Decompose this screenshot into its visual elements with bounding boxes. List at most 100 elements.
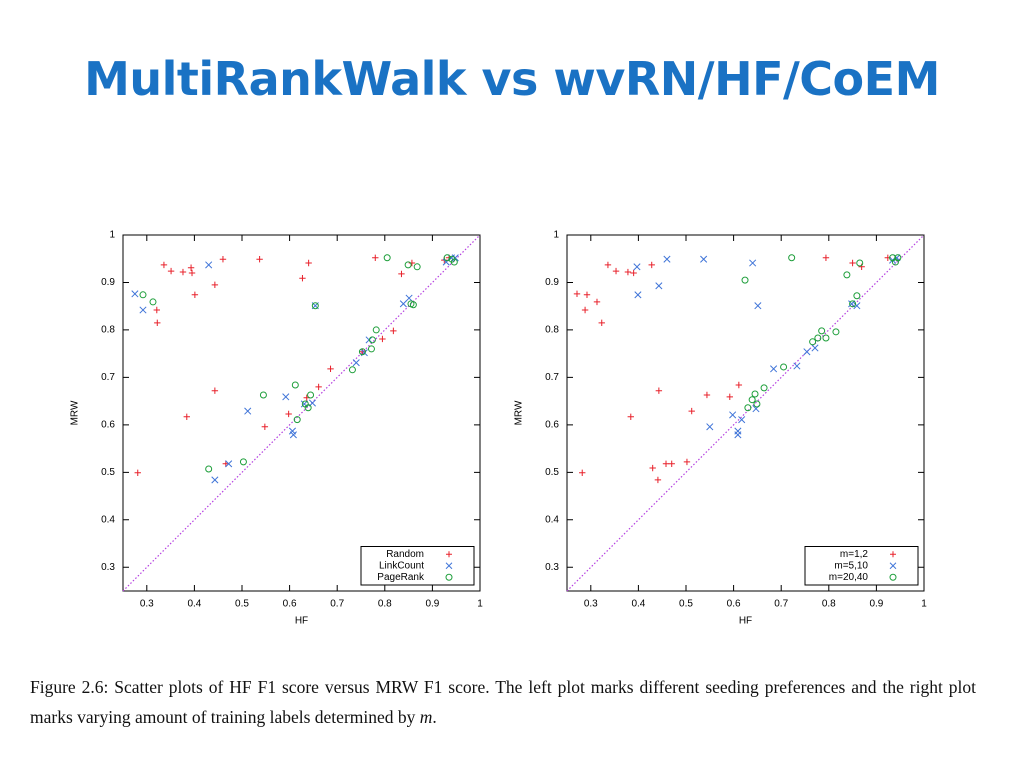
legend-marker — [445, 562, 453, 570]
point — [738, 416, 746, 424]
point — [348, 366, 356, 374]
point — [688, 407, 695, 415]
point — [668, 460, 675, 467]
point — [299, 274, 306, 282]
point — [304, 404, 312, 412]
point — [683, 458, 691, 466]
point — [239, 458, 247, 466]
y-tick-label: 0.4 — [545, 514, 559, 525]
point — [809, 338, 817, 346]
y-tick-label: 0.4 — [101, 514, 115, 525]
point — [261, 423, 269, 430]
point — [442, 258, 450, 266]
x-tick-label: 0.5 — [679, 599, 693, 610]
x-tick-label: 1 — [477, 599, 483, 610]
x-tick-label: 0.3 — [584, 599, 598, 610]
point — [662, 460, 670, 467]
point — [573, 290, 581, 298]
point — [219, 256, 227, 263]
y-tick-label: 0.6 — [545, 420, 559, 431]
y-tick-label: 0.6 — [101, 420, 115, 431]
point — [853, 302, 861, 310]
point — [289, 431, 297, 439]
x-tick-label: 0.7 — [774, 599, 788, 610]
legend-marker — [445, 573, 453, 581]
point — [315, 383, 322, 391]
point — [700, 255, 708, 263]
point — [663, 255, 671, 263]
point — [285, 410, 292, 418]
point — [244, 407, 252, 415]
x-tick-label: 0.8 — [378, 599, 392, 610]
point — [706, 423, 714, 431]
point — [307, 391, 315, 399]
point — [372, 326, 380, 334]
point — [579, 469, 586, 477]
legend-marker — [889, 562, 897, 570]
point — [648, 261, 655, 269]
point — [627, 413, 634, 420]
point — [407, 300, 415, 308]
point — [211, 387, 219, 394]
legend-label: Random — [386, 549, 424, 560]
point — [359, 348, 366, 355]
diagonal-line — [122, 234, 481, 592]
y-tick-label: 1 — [109, 230, 115, 241]
legend-label: LinkCount — [379, 560, 424, 571]
point — [413, 263, 421, 271]
y-tick-label: 1 — [553, 230, 559, 241]
legend-marker — [890, 551, 896, 558]
point — [131, 290, 139, 298]
point — [788, 254, 796, 262]
point — [358, 348, 366, 356]
legend-label: m=20,40 — [829, 572, 869, 583]
point — [282, 393, 290, 401]
point — [822, 334, 830, 342]
point — [259, 391, 267, 399]
point — [832, 328, 840, 336]
x-tick-label: 0.4 — [631, 599, 645, 610]
point — [818, 327, 826, 335]
x-axis-label: HF — [739, 616, 752, 627]
point — [729, 411, 737, 419]
y-tick-label: 0.8 — [101, 325, 115, 336]
x-tick-label: 0.5 — [235, 599, 249, 610]
legend-box — [360, 546, 475, 586]
point — [649, 464, 656, 472]
point — [191, 291, 199, 299]
point — [352, 359, 360, 367]
legend-box — [804, 546, 919, 586]
point — [211, 281, 219, 289]
point — [293, 416, 301, 424]
legend-marker — [446, 551, 452, 558]
point — [188, 269, 196, 277]
x-tick-label: 1 — [921, 599, 927, 610]
point — [187, 264, 195, 271]
point — [744, 404, 752, 412]
point — [655, 282, 663, 290]
point — [604, 261, 612, 269]
x-tick-label: 0.6 — [727, 599, 741, 610]
point — [654, 476, 662, 484]
point — [748, 396, 756, 404]
point — [741, 276, 749, 284]
point — [735, 381, 743, 389]
point — [139, 306, 147, 314]
point — [256, 256, 263, 263]
point — [753, 400, 761, 408]
point — [703, 391, 711, 399]
point — [205, 465, 213, 473]
point — [390, 327, 397, 335]
x-axis-label: HF — [295, 616, 308, 627]
y-tick-label: 0.7 — [545, 372, 559, 383]
point — [179, 268, 187, 276]
point — [853, 292, 861, 300]
x-tick-label: 0.8 — [822, 599, 836, 610]
point — [311, 302, 319, 310]
point — [843, 271, 851, 279]
point — [734, 431, 742, 439]
x-tick-label: 0.7 — [330, 599, 344, 610]
point — [211, 476, 219, 484]
point — [655, 387, 663, 394]
point — [726, 393, 733, 401]
